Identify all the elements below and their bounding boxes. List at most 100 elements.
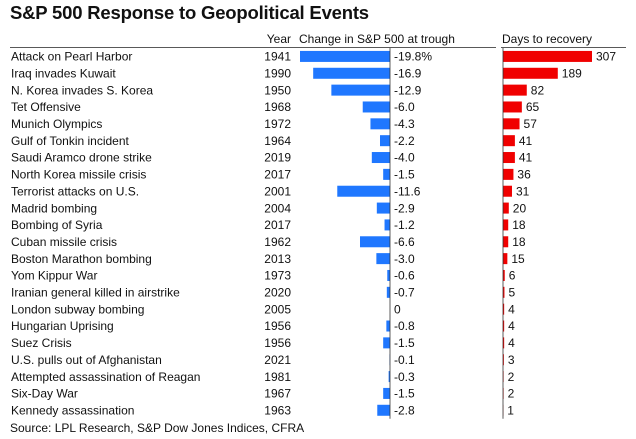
year-label: 2001 <box>264 184 291 198</box>
change-value: -6.6 <box>394 235 415 249</box>
days-value: 4 <box>508 319 515 333</box>
days-value: 82 <box>531 83 545 97</box>
change-bar <box>376 253 390 265</box>
days-bar <box>503 303 505 315</box>
year-label: 1964 <box>264 134 291 148</box>
days-value: 20 <box>513 201 527 215</box>
days-value: 36 <box>517 168 531 182</box>
days-bar <box>503 101 522 113</box>
change-value: -0.7 <box>394 286 415 300</box>
days-bar <box>503 152 515 164</box>
change-bar <box>386 320 390 332</box>
change-bar <box>376 202 390 214</box>
year-label: 2004 <box>264 201 291 215</box>
days-bar <box>503 185 512 197</box>
change-value: -3.0 <box>394 252 415 266</box>
change-value: -19.8% <box>394 50 432 64</box>
year-label: 1950 <box>264 83 291 97</box>
event-label: Bombing of Syria <box>11 218 103 232</box>
year-label: 1990 <box>264 66 291 80</box>
days-value: 4 <box>508 336 515 350</box>
header-year: Year <box>267 32 291 46</box>
change-bar <box>362 101 390 113</box>
event-label: London subway bombing <box>11 302 144 316</box>
change-bar <box>383 337 390 349</box>
change-value: -1.5 <box>394 387 415 401</box>
change-value: -16.9 <box>394 66 422 80</box>
change-bar <box>383 168 390 180</box>
change-value: -11.6 <box>394 184 421 198</box>
days-value: 18 <box>512 218 526 232</box>
change-value: -2.2 <box>394 134 415 148</box>
header-days: Days to recovery <box>502 32 592 46</box>
event-label: Gulf of Tonkin incident <box>11 134 130 148</box>
header-change: Change in S&P 500 at trough <box>299 32 455 46</box>
days-value: 307 <box>596 50 616 64</box>
event-label: Attack on Pearl Harbor <box>11 50 132 64</box>
event-label: Saudi Aramco drone strike <box>11 151 152 165</box>
change-bar <box>387 269 390 281</box>
event-label: Six-Day War <box>11 387 78 401</box>
days-value: 6 <box>509 269 516 283</box>
year-label: 2017 <box>264 168 291 182</box>
year-label: 1967 <box>264 387 291 401</box>
change-value: -1.2 <box>394 218 415 232</box>
event-label: Tet Offensive <box>11 100 81 114</box>
change-bar <box>360 236 390 248</box>
year-label: 2005 <box>264 302 291 316</box>
change-value: 0 <box>394 302 401 316</box>
change-bar <box>313 67 390 79</box>
event-label: Kennedy assassination <box>11 403 134 417</box>
year-label: 2017 <box>264 218 291 232</box>
days-bar <box>503 236 509 248</box>
event-label: Suez Crisis <box>11 336 72 350</box>
change-value: -12.9 <box>394 83 422 97</box>
event-label: U.S. pulls out of Afghanistan <box>11 353 162 367</box>
days-value: 18 <box>512 235 526 249</box>
year-label: 1968 <box>264 100 291 114</box>
year-label: 1956 <box>264 319 291 333</box>
change-value: -1.5 <box>394 336 415 350</box>
days-value: 15 <box>511 252 525 266</box>
event-label: Hungarian Uprising <box>11 319 114 333</box>
days-bar <box>503 286 505 298</box>
event-label: Attempted assassination of Reagan <box>11 370 200 384</box>
days-bar <box>503 67 558 79</box>
year-label: 2019 <box>264 151 291 165</box>
year-label: 1956 <box>264 336 291 350</box>
days-bar <box>503 337 505 349</box>
event-label: North Korea missile crisis <box>11 168 146 182</box>
change-bar <box>388 371 390 383</box>
change-value: -2.8 <box>394 403 415 417</box>
change-value: -2.9 <box>394 201 415 215</box>
days-value: 2 <box>508 387 515 401</box>
change-bar <box>331 84 390 96</box>
days-bar <box>503 84 527 96</box>
days-bar <box>503 135 515 147</box>
year-label: 2021 <box>264 353 291 367</box>
days-bar <box>503 50 592 62</box>
change-bar <box>370 118 390 130</box>
event-label: Munich Olympics <box>11 117 102 131</box>
days-bar <box>503 269 505 281</box>
change-value: -0.6 <box>394 269 415 283</box>
change-bar <box>386 286 390 298</box>
days-value: 3 <box>508 353 515 367</box>
days-bar <box>503 118 520 130</box>
days-value: 4 <box>508 302 515 316</box>
event-label: Madrid bombing <box>11 201 97 215</box>
source-note: Source: LPL Research, S&P Dow Jones Indi… <box>10 421 305 435</box>
change-bar <box>300 50 390 62</box>
change-value: -4.3 <box>394 117 415 131</box>
change-bar <box>377 404 390 416</box>
days-value: 5 <box>508 286 515 300</box>
days-value: 57 <box>524 117 538 131</box>
change-bar <box>371 152 390 164</box>
event-label: Iranian general killed in airstrike <box>11 286 180 300</box>
year-label: 1973 <box>264 269 291 283</box>
change-bar <box>380 135 390 147</box>
change-value: -0.8 <box>394 319 415 333</box>
days-value: 1 <box>507 403 514 417</box>
year-label: 1972 <box>264 117 291 131</box>
